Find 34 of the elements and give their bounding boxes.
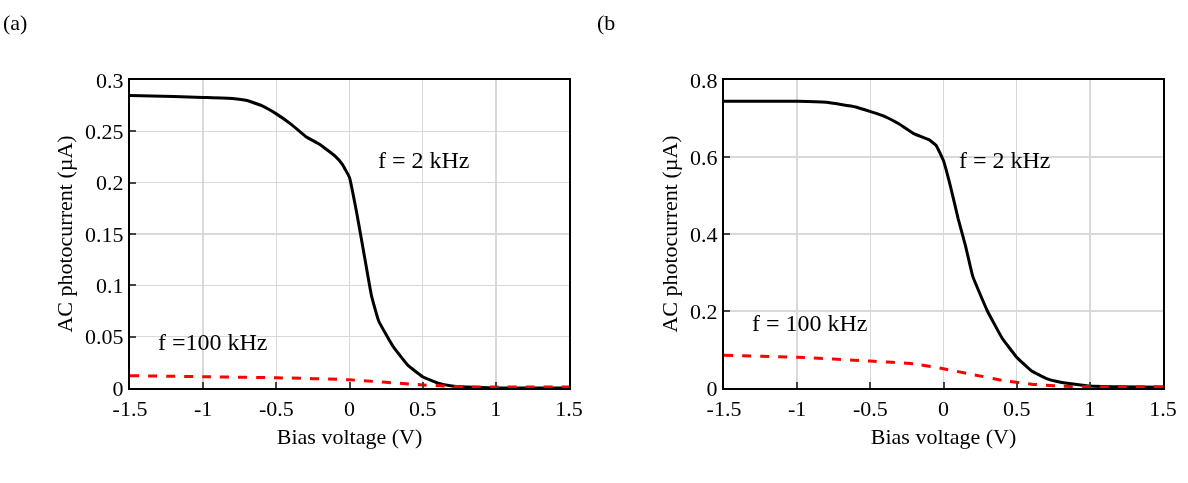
chart-title: (a) — [2, 9, 28, 35]
y-axis-title: AC photocurrent (µA) — [657, 135, 683, 333]
annotation: f =100 kHz — [158, 329, 268, 355]
line-series — [724, 353, 1163, 388]
y-tick-label: 0.2 — [96, 170, 124, 196]
x-tick-label: 1.5 — [555, 396, 583, 422]
x-tick-label: 0 — [938, 396, 949, 422]
y-tick-label: 0.4 — [690, 221, 718, 247]
x-tick-label: 0 — [344, 396, 355, 422]
x-axis-title: Bias voltage (V) — [870, 423, 1017, 449]
y-tick-label: 0.2 — [690, 298, 718, 324]
x-tick-label: -0.5 — [258, 396, 294, 422]
x-tick-label: -1 — [788, 396, 807, 422]
y-tick-label: 0.8 — [690, 67, 718, 93]
y-tick-label: 0.1 — [96, 273, 124, 299]
y-tick-label: 0.05 — [85, 324, 124, 350]
x-tick-label: -0.5 — [852, 396, 888, 422]
x-tick-label: 1 — [1084, 396, 1096, 422]
y-tick-label: 0.6 — [690, 144, 718, 170]
x-tick-label: 0.5 — [1002, 396, 1031, 422]
x-tick-label: -1 — [194, 396, 213, 422]
y-tick-label: 0.3 — [96, 67, 124, 93]
annotation: f = 100 kHz — [752, 310, 868, 336]
x-tick-label: 0.5 — [408, 396, 437, 422]
annotation: f = 2 kHz — [959, 147, 1051, 173]
line-series — [130, 374, 569, 388]
x-tick-label: 1.5 — [1149, 396, 1177, 422]
x-axis-title: Bias voltage (V) — [276, 423, 423, 449]
x-tick-label: 1 — [490, 396, 502, 422]
y-tick-label: 0.15 — [85, 221, 124, 247]
y-axis-title: AC photocurrent (µA) — [52, 135, 78, 333]
chart-title: (b — [596, 9, 616, 35]
y-tick-label: 0.25 — [85, 119, 124, 145]
annotation: f = 2 kHz — [378, 147, 470, 173]
